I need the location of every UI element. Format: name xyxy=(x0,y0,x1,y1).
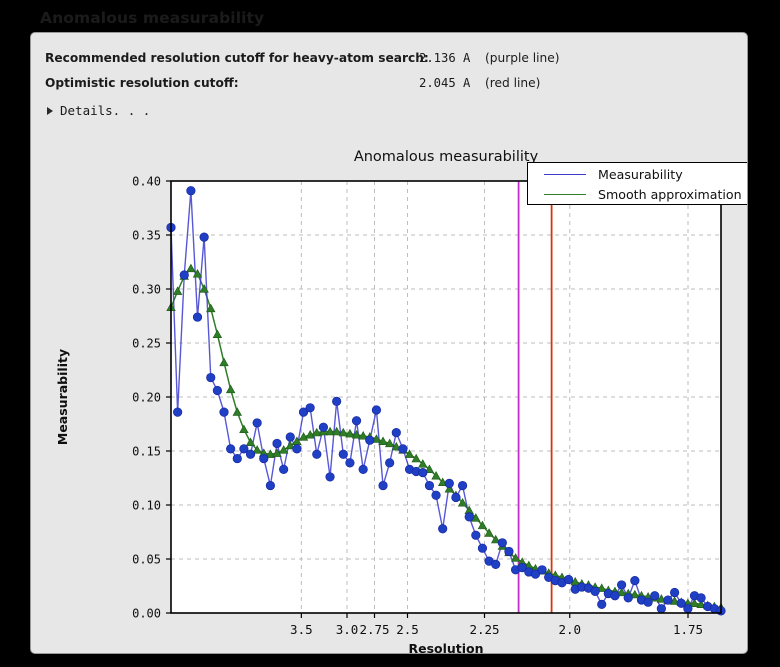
chart-legend: Measurability Smooth approximation xyxy=(527,162,747,205)
legend-item-smooth: Smooth approximation xyxy=(528,184,742,205)
svg-text:2.75: 2.75 xyxy=(359,622,389,637)
svg-text:0.30: 0.30 xyxy=(132,283,161,297)
window-title: Anomalous measurability xyxy=(40,9,265,27)
svg-text:1.75: 1.75 xyxy=(673,622,703,637)
legend-swatch-measurability xyxy=(544,174,586,175)
svg-text:0.40: 0.40 xyxy=(132,175,161,189)
optimistic-cutoff-label: Optimistic resolution cutoff: xyxy=(45,76,239,90)
chevron-right-icon xyxy=(47,106,53,115)
svg-text:0.00: 0.00 xyxy=(132,607,161,621)
details-disclosure[interactable]: Details. . . xyxy=(47,103,150,118)
svg-text:Anomalous measurability: Anomalous measurability xyxy=(354,149,539,165)
legend-label-smooth: Smooth approximation xyxy=(598,187,742,202)
svg-text:Measurability: Measurability xyxy=(55,349,70,445)
recommended-cutoff-label: Recommended resolution cutoff for heavy-… xyxy=(45,51,429,65)
anomalous-measurability-chart: Anomalous measurability 0.00 0.05 0.10 0.15 0… xyxy=(55,149,726,654)
legend-swatch-smooth xyxy=(544,194,586,195)
details-label: Details. . . xyxy=(60,103,151,118)
svg-text:2.25: 2.25 xyxy=(469,622,499,637)
legend-item-measurability: Measurability xyxy=(528,164,683,185)
svg-text:2.0: 2.0 xyxy=(558,622,581,637)
optimistic-cutoff-value: 2.045 A xyxy=(419,76,471,90)
optimistic-cutoff-note: (red line) xyxy=(485,76,541,90)
svg-text:2.5: 2.5 xyxy=(396,622,419,637)
results-panel: Recommended resolution cutoff for heavy-… xyxy=(30,32,748,654)
svg-text:3.5: 3.5 xyxy=(290,622,313,637)
recommended-cutoff-value: 2.136 A xyxy=(419,51,471,65)
chart-container: Anomalous measurability 0.00 0.05 0.10 0.15 0… xyxy=(31,129,747,654)
svg-text:0.05: 0.05 xyxy=(132,553,161,567)
svg-text:0.15: 0.15 xyxy=(132,445,161,459)
svg-text:0.35: 0.35 xyxy=(132,229,161,243)
svg-text:3.0: 3.0 xyxy=(336,622,359,637)
svg-text:Resolution: Resolution xyxy=(408,641,483,654)
svg-text:0.10: 0.10 xyxy=(132,499,161,513)
svg-text:0.25: 0.25 xyxy=(132,337,161,351)
legend-label-measurability: Measurability xyxy=(598,167,683,182)
recommended-cutoff-note: (purple line) xyxy=(485,51,560,65)
svg-text:0.20: 0.20 xyxy=(132,391,161,405)
